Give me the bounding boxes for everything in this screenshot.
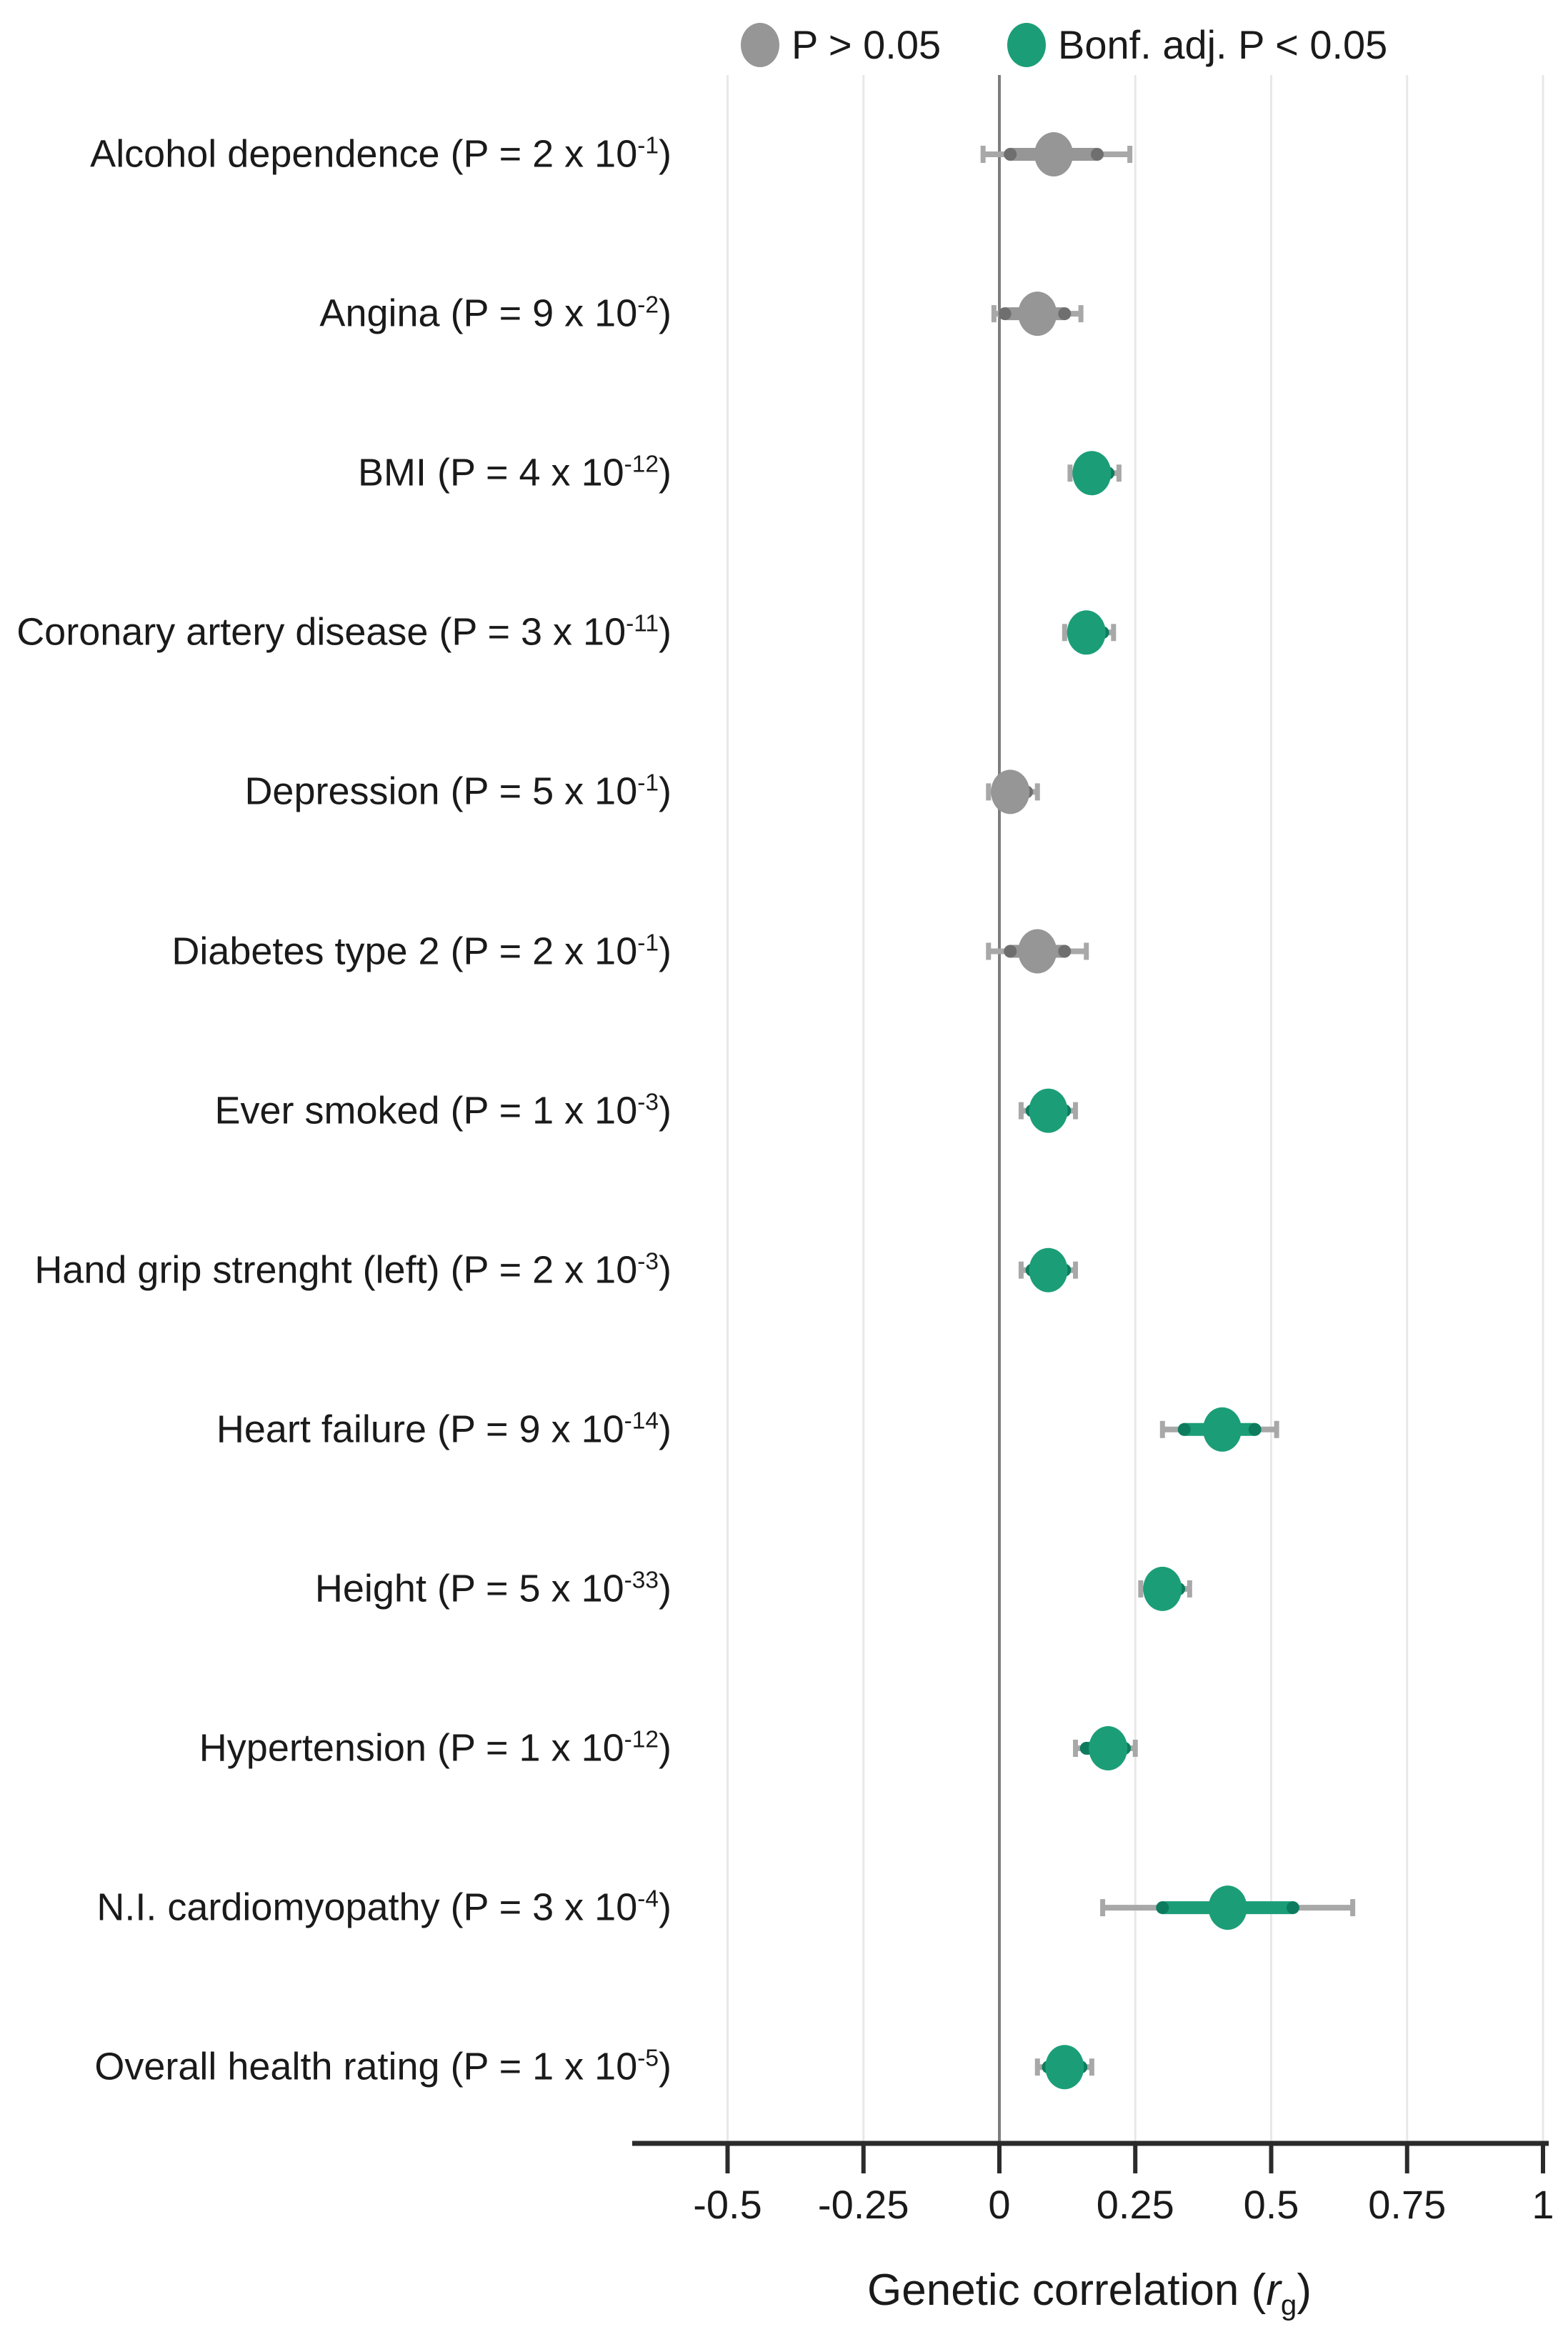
point-marker (1029, 1088, 1068, 1133)
row-label: N.I. cardiomyopathy (P = 3 x 10-4) (96, 1885, 671, 1929)
row-label: Ever smoked (P = 1 x 10-3) (214, 1089, 671, 1132)
ci-thick-end-right (1058, 945, 1072, 958)
row-label: Depression (P = 5 x 10-1) (244, 770, 671, 814)
row-label: Coronary artery disease (P = 3 x 10-11) (16, 610, 671, 654)
point-marker (1089, 1726, 1128, 1770)
ci-thick-end-left (1156, 1901, 1169, 1915)
ci-thick-end-right (1248, 1422, 1262, 1436)
point-marker (1143, 1566, 1182, 1611)
ci-thick-end-right (1286, 1901, 1299, 1915)
point-marker (1029, 1247, 1068, 1292)
x-tick-label: 0.25 (1097, 2182, 1174, 2227)
row-label: Height (P = 5 x 10-33) (314, 1567, 671, 1610)
point-marker (1208, 1885, 1247, 1930)
row-label: Hand grip strenght (left) (P = 2 x 10-3) (34, 1248, 671, 1292)
axis-title-subscript: g (1280, 2288, 1297, 2321)
axis-title-suffix: ) (1297, 2266, 1312, 2315)
ci-thick-end-left (1004, 148, 1017, 161)
x-tick-label: -0.25 (818, 2182, 909, 2227)
x-tick-label: -0.5 (693, 2182, 762, 2227)
row-label: Heart failure (P = 9 x 10-14) (216, 1407, 671, 1451)
row-label: Overall health rating (P = 1 x 10-5) (94, 2045, 671, 2088)
x-tick-label: 0.75 (1368, 2182, 1446, 2227)
row-label: BMI (P = 4 x 10-12) (357, 451, 671, 494)
ci-thick-end-left (1004, 945, 1017, 958)
legend-nonsignificant-dot-icon (741, 23, 779, 67)
point-marker (1018, 291, 1057, 337)
point-marker (1045, 2045, 1084, 2090)
legend-significant-label: Bonf. adj. P < 0.05 (1058, 22, 1388, 67)
x-tick-label: 0.5 (1244, 2182, 1299, 2227)
x-axis-title: Genetic correlation (rg) (867, 2265, 1312, 2319)
row-label: Diabetes type 2 (P = 2 x 10-1) (171, 930, 671, 973)
ci-thick-end-right (1090, 148, 1104, 161)
row-label: Alcohol dependence (P = 2 x 10-1) (90, 132, 671, 176)
ci-thick-end-left (998, 307, 1012, 321)
point-marker (1018, 929, 1057, 974)
x-tick-label: 0 (988, 2182, 1010, 2227)
ci-thick-end-left (1177, 1422, 1191, 1436)
axis-title-symbol: r (1266, 2266, 1281, 2315)
legend-nonsignificant-label: P > 0.05 (792, 22, 942, 67)
point-marker (1203, 1407, 1242, 1452)
point-marker (1072, 451, 1112, 496)
row-label: Angina (P = 9 x 10-2) (319, 291, 671, 335)
axis-title-prefix: Genetic correlation ( (867, 2266, 1267, 2315)
legend-significant-dot-icon (1007, 23, 1046, 67)
x-tick-label: 1 (1532, 2182, 1554, 2227)
point-marker (1034, 132, 1074, 176)
point-marker (1067, 610, 1106, 655)
row-label: Hypertension (P = 1 x 10-12) (199, 1726, 671, 1770)
point-marker (991, 769, 1030, 814)
ci-thick-end-right (1058, 307, 1072, 321)
